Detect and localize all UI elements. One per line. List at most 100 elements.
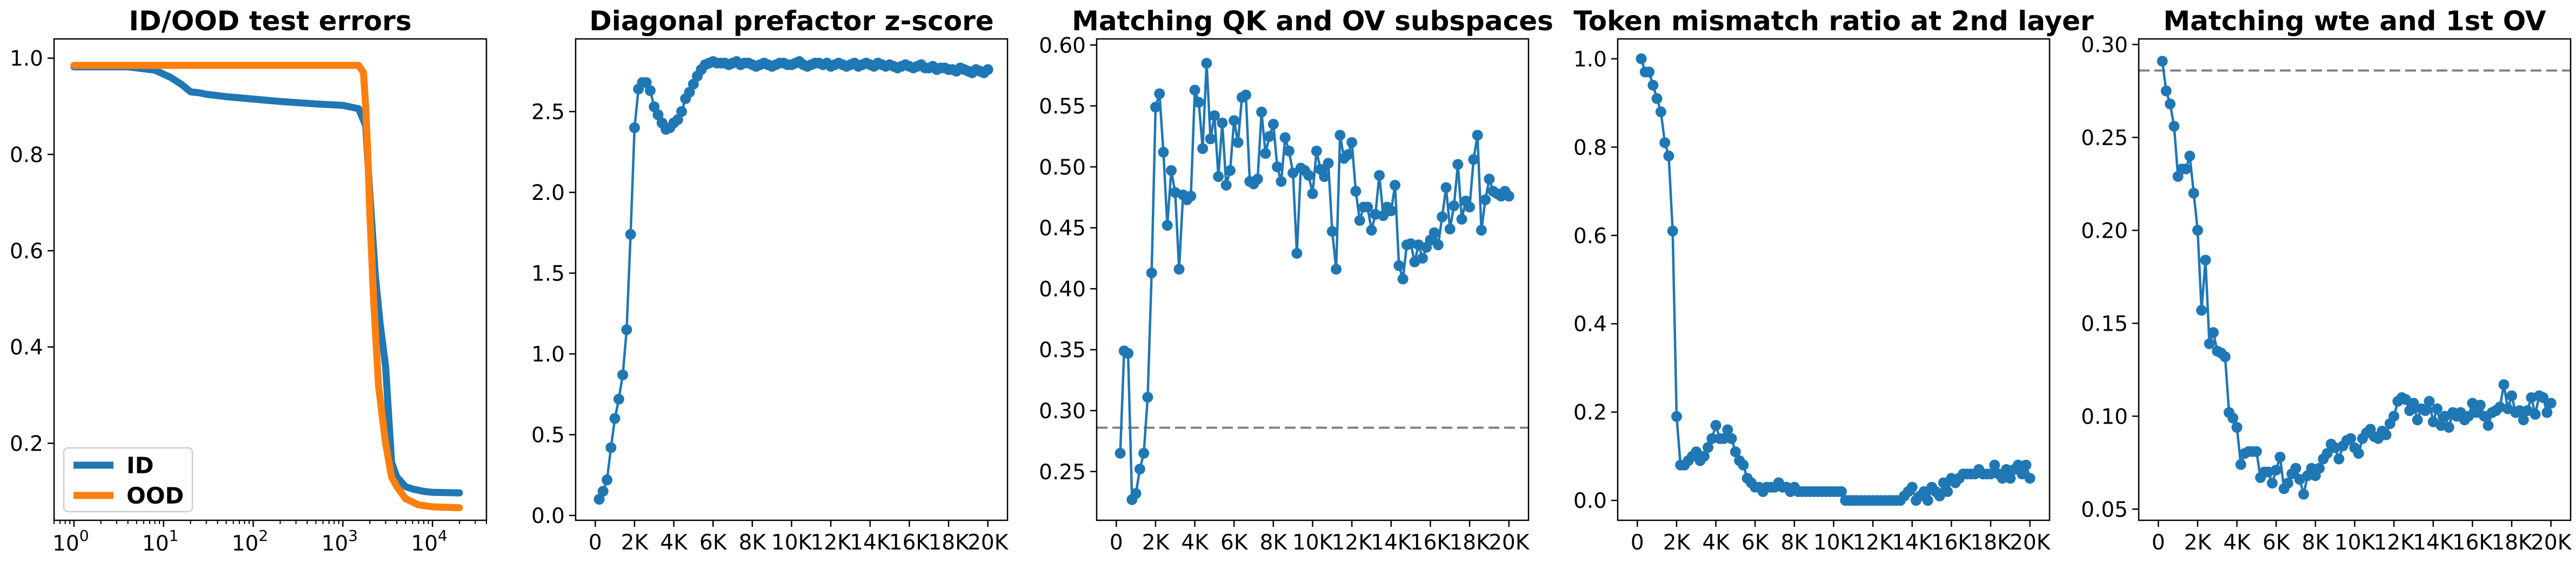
x-tick-label: 18K: [928, 531, 970, 555]
chart-title: Matching wte and 1st OV: [2163, 5, 2546, 37]
series-line: [2161, 60, 2552, 496]
series-line: [598, 60, 989, 501]
data-point: [1283, 145, 1294, 157]
data-point: [1362, 202, 1373, 213]
data-point: [1397, 273, 1409, 285]
x-tick-label: 100: [52, 527, 89, 556]
y-tick-label: 0.4: [1573, 312, 1607, 337]
data-point: [1738, 459, 1749, 471]
chart-title: Diagonal prefactor z-score: [589, 5, 993, 37]
data-point: [649, 101, 660, 112]
data-point: [1449, 200, 1459, 211]
x-tick-label: 14K: [2413, 531, 2454, 555]
data-point: [1146, 267, 1157, 279]
data-point: [1220, 179, 1232, 191]
data-point: [1311, 145, 1322, 157]
x-tick-base: 10: [322, 532, 349, 556]
x-tick-exponent: 2: [258, 527, 268, 545]
x-tick-label: 18K: [2491, 531, 2533, 555]
x-tick-label: 18K: [1449, 531, 1491, 555]
data-point: [2474, 399, 2486, 411]
chart-panel-5: Matching wte and 1st OV 0.05 0.10 0.15 0.20 0…: [2081, 5, 2572, 555]
data-point: [1417, 253, 1428, 264]
x-tick-base: 10: [52, 532, 79, 556]
x-tick-label: 12K: [1853, 531, 1894, 555]
y-tick-label: 0.8: [10, 143, 43, 167]
x-tick-label: 6K: [1741, 531, 1770, 555]
data-point: [1366, 225, 1377, 236]
data-point: [1918, 486, 1930, 497]
data-point: [1331, 264, 1342, 275]
data-point: [1437, 211, 1448, 223]
data-point: [2412, 414, 2423, 426]
data-point: [1706, 433, 1718, 444]
x-tick-label: 4K: [1702, 531, 1730, 555]
data-point: [2165, 98, 2176, 110]
data-point: [617, 369, 629, 380]
data-point: [1193, 97, 1204, 108]
data-point: [2231, 422, 2243, 433]
chart-title: Matching QK and OV subspaces: [1072, 5, 1553, 37]
data-point: [1659, 137, 1671, 149]
x-tick-label: 20K: [2531, 531, 2572, 555]
series-line-id: [70, 63, 463, 497]
data-point: [1651, 93, 1663, 104]
y-tick-label: 0.05: [2081, 498, 2128, 522]
x-tick-label: 20K: [967, 531, 1009, 555]
x-tick-label: 4K: [660, 531, 688, 555]
data-point: [684, 86, 695, 98]
legend-label-id: ID: [126, 452, 154, 479]
data-point: [2482, 420, 2494, 431]
data-point: [1260, 148, 1271, 159]
y-tick-label: 0.25: [1039, 460, 1086, 485]
data-point: [1134, 464, 1145, 475]
x-tick-label: 12K: [811, 531, 852, 555]
data-point: [1644, 66, 1655, 78]
data-point: [2012, 459, 2024, 471]
data-point: [1173, 264, 1185, 275]
chart-panel-2: Diagonal prefactor z-score 0.0 0.5 1.0 1.5 2.…: [531, 5, 1009, 555]
plot-frame: [53, 38, 488, 521]
data-point: [1440, 182, 1452, 193]
data-point: [645, 85, 656, 96]
x-tick-label: 102: [232, 527, 268, 556]
x-tick-label: 2K: [1142, 531, 1170, 555]
data-point: [1303, 170, 1314, 181]
x-tick-label: 10K: [1813, 531, 1855, 555]
series-line: [1640, 57, 2031, 502]
data-point: [1287, 167, 1299, 179]
plot-data: [1636, 53, 2036, 506]
data-point: [1726, 433, 1737, 444]
chart-panel-4: Token mismatch ratio at 2nd layer 0.0 0.2 0…: [1573, 5, 2094, 555]
data-point: [1350, 186, 1362, 197]
data-point: [1319, 171, 1330, 182]
y-tick-label: 0.30: [2081, 33, 2128, 57]
data-point: [1115, 447, 1126, 459]
x-tick-base: 10: [411, 532, 438, 556]
data-point: [1276, 176, 1287, 187]
plot-data: [1097, 58, 1529, 505]
data-point: [1942, 486, 1953, 497]
data-point: [1225, 165, 1236, 176]
data-point: [1209, 110, 1220, 122]
data-point: [1158, 146, 1169, 158]
legend-label-ood: OOD: [126, 482, 184, 509]
data-point: [1444, 223, 1456, 234]
data-point: [1484, 173, 1495, 185]
data-point: [597, 486, 609, 497]
data-point: [1323, 158, 1334, 169]
data-point: [1374, 170, 1385, 181]
data-point: [1429, 227, 1440, 238]
data-point: [1154, 88, 1165, 99]
y-tick-label: 0.45: [1039, 217, 1086, 241]
data-point: [1213, 171, 1224, 182]
legend: ID OOD: [63, 447, 193, 513]
data-point: [1698, 451, 1710, 462]
x-tick-label: 16K: [1931, 531, 1973, 555]
chart-panel-3: Matching QK and OV subspaces 0.25 0.30 0.35…: [1039, 5, 1553, 555]
x-tick-label: 2K: [621, 531, 649, 555]
y-tick-label: 0.5: [531, 424, 565, 448]
data-point: [1718, 433, 1730, 444]
data-point: [2180, 163, 2192, 175]
